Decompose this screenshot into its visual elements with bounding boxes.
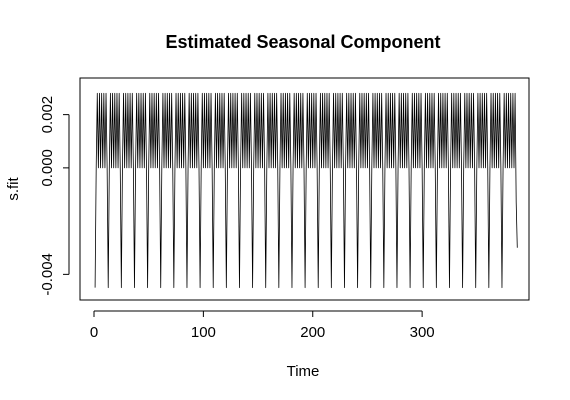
- x-tick-label: 300: [410, 324, 435, 341]
- chart-title: Estimated Seasonal Component: [165, 32, 440, 52]
- y-tick-label: 0.002: [39, 96, 56, 134]
- x-axis: 0 100 200 300: [90, 310, 435, 341]
- seasonal-series-line: [94, 92, 518, 289]
- x-tick-label: 200: [300, 324, 325, 341]
- plot-area-frame: [79, 77, 530, 301]
- x-tick-label: 100: [191, 324, 216, 341]
- x-tick-label: 0: [90, 324, 98, 341]
- y-axis-label: s.fit: [5, 177, 22, 201]
- series-layer: [94, 92, 518, 289]
- y-tick-label: -0.004: [39, 253, 56, 296]
- y-axis: -0.004 0.000 0.002: [39, 96, 70, 296]
- y-tick-label: 0.000: [39, 149, 56, 187]
- x-axis-label: Time: [287, 363, 320, 380]
